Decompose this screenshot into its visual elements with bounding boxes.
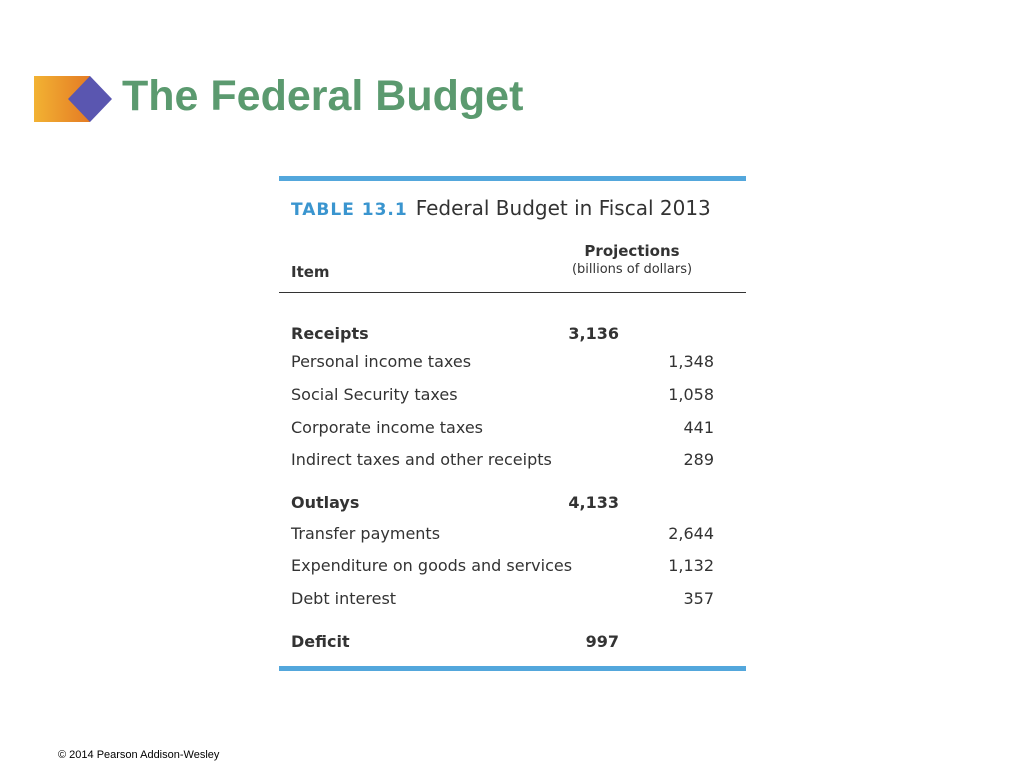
row-value: 1,058 <box>668 385 714 404</box>
table-top-bar <box>279 176 746 181</box>
row-label: Expenditure on goods and services <box>291 556 573 575</box>
table-label: TABLE 13.1 <box>291 200 408 220</box>
table-row: Indirect taxes and other receipts 289 <box>291 450 714 476</box>
table-row: Expenditure on goods and services 1,132 <box>291 556 714 582</box>
row-label: Personal income taxes <box>291 352 472 371</box>
row-value: 2,644 <box>668 524 714 543</box>
row-label: Corporate income taxes <box>291 418 483 437</box>
budget-table: TABLE 13.1 Federal Budget in Fiscal 2013 … <box>279 176 746 672</box>
copyright-footer: © 2014 Pearson Addison-Wesley <box>58 749 220 761</box>
row-value: 1,132 <box>668 556 714 575</box>
column-header-projections-title: Projections <box>584 242 680 260</box>
slide-title: The Federal Budget <box>122 72 524 120</box>
row-value: 357 <box>683 589 714 608</box>
table-row: Personal income taxes 1,348 <box>291 352 714 378</box>
row-value: 4,133 <box>568 493 619 512</box>
table-row: Transfer payments 2,644 <box>291 524 714 550</box>
table-row: Social Security taxes 1,058 <box>291 385 714 411</box>
row-label: Social Security taxes <box>291 385 458 404</box>
row-label: Outlays <box>291 493 360 512</box>
row-value: 997 <box>585 632 619 651</box>
row-value: 3,136 <box>568 324 619 343</box>
row-label: Deficit <box>291 632 350 651</box>
table-row: Debt interest 357 <box>291 589 714 615</box>
table-row: Corporate income taxes 441 <box>291 418 714 444</box>
slide-logo-icon <box>34 76 112 122</box>
row-value: 289 <box>683 450 714 469</box>
row-label: Transfer payments <box>291 524 441 543</box>
row-value: 441 <box>683 418 714 437</box>
table-row-outlays: Outlays 4,133 <box>291 493 714 519</box>
column-header-item: Item <box>291 263 330 281</box>
row-label: Indirect taxes and other receipts <box>291 450 552 469</box>
header-rule <box>279 292 746 293</box>
column-header-projections: Projections (billions of dollars) <box>552 241 712 279</box>
table-caption: Federal Budget in Fiscal 2013 <box>415 196 711 220</box>
row-value: 1,348 <box>668 352 714 371</box>
table-heading: TABLE 13.1 Federal Budget in Fiscal 2013 <box>291 196 711 220</box>
table-row-deficit: Deficit 997 <box>291 632 714 658</box>
table-row-receipts: Receipts 3,136 <box>291 324 714 350</box>
row-label: Receipts <box>291 324 369 343</box>
row-label: Debt interest <box>291 589 397 608</box>
table-bottom-bar <box>279 666 746 671</box>
column-header-units: (billions of dollars) <box>571 262 693 277</box>
